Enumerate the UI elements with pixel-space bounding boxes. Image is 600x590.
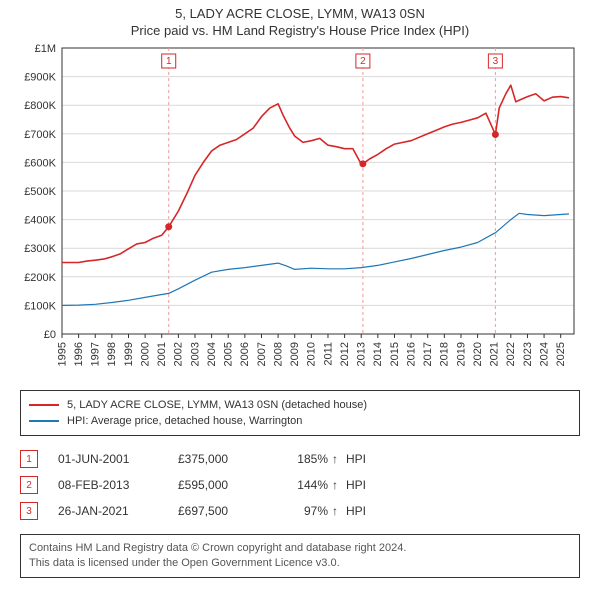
sale-note-row: 2 08-FEB-2013£595,000144% ↑HPI xyxy=(20,472,580,498)
svg-text:2015: 2015 xyxy=(389,342,401,366)
svg-text:2012: 2012 xyxy=(339,342,351,366)
attribution-line1: Contains HM Land Registry data © Crown c… xyxy=(29,541,571,556)
note-pct: 185% xyxy=(278,452,328,466)
svg-text:3: 3 xyxy=(493,56,499,67)
chart-title-sub: Price paid vs. HM Land Registry's House … xyxy=(10,23,590,38)
note-arrow-icon: ↑ xyxy=(332,504,346,518)
note-pct: 144% xyxy=(278,478,328,492)
svg-text:2022: 2022 xyxy=(505,342,517,366)
note-hpi-label: HPI xyxy=(346,478,386,492)
note-hpi-label: HPI xyxy=(346,504,386,518)
note-price: £375,000 xyxy=(178,452,278,466)
svg-text:2016: 2016 xyxy=(405,342,417,366)
svg-text:2014: 2014 xyxy=(372,342,384,366)
attribution-line2: This data is licensed under the Open Gov… xyxy=(29,556,571,571)
note-date: 26-JAN-2021 xyxy=(58,504,178,518)
attribution: Contains HM Land Registry data © Crown c… xyxy=(20,534,580,578)
svg-text:£700K: £700K xyxy=(24,129,56,141)
svg-text:2024: 2024 xyxy=(538,342,550,366)
plot-area: £0 £100K £200K £300K £400K £500K £600K £700K £80… xyxy=(20,44,580,384)
note-marker: 1 xyxy=(20,450,38,468)
note-date: 08-FEB-2013 xyxy=(58,478,178,492)
svg-text:2001: 2001 xyxy=(156,342,168,366)
svg-text:2007: 2007 xyxy=(256,342,268,366)
note-date: 01-JUN-2001 xyxy=(58,452,178,466)
legend-swatch xyxy=(29,404,59,406)
note-hpi-label: HPI xyxy=(346,452,386,466)
sale-note-row: 3 26-JAN-2021£697,50097% ↑HPI xyxy=(20,498,580,524)
svg-text:2005: 2005 xyxy=(223,342,235,366)
svg-text:2018: 2018 xyxy=(439,342,451,366)
chart-svg: £0 £100K £200K £300K £400K £500K £600K £700K £80… xyxy=(20,44,580,384)
svg-text:1: 1 xyxy=(166,56,172,67)
svg-text:£100K: £100K xyxy=(24,300,56,312)
svg-text:1995: 1995 xyxy=(56,342,68,366)
svg-text:2023: 2023 xyxy=(522,342,534,366)
note-marker: 2 xyxy=(20,476,38,494)
svg-text:2013: 2013 xyxy=(356,342,368,366)
chart-container: 5, LADY ACRE CLOSE, LYMM, WA13 0SN Price… xyxy=(0,0,600,586)
svg-text:1996: 1996 xyxy=(73,342,85,366)
note-price: £595,000 xyxy=(178,478,278,492)
legend-label: 5, LADY ACRE CLOSE, LYMM, WA13 0SN (deta… xyxy=(67,399,367,411)
legend-item: HPI: Average price, detached house, Warr… xyxy=(29,413,571,429)
svg-text:2004: 2004 xyxy=(206,342,218,366)
svg-text:2011: 2011 xyxy=(322,342,334,366)
svg-text:£0: £0 xyxy=(44,329,56,341)
svg-text:£1M: £1M xyxy=(35,44,56,55)
svg-text:1999: 1999 xyxy=(123,342,135,366)
note-arrow-icon: ↑ xyxy=(332,478,346,492)
svg-text:2009: 2009 xyxy=(289,342,301,366)
sale-notes: 101-JUN-2001£375,000185%↑HPI208-FEB-2013… xyxy=(20,446,580,524)
svg-text:2025: 2025 xyxy=(555,342,567,366)
legend-swatch xyxy=(29,420,59,422)
svg-text:2002: 2002 xyxy=(173,342,185,366)
svg-text:1997: 1997 xyxy=(90,342,102,366)
note-pct: 97% xyxy=(278,504,328,518)
svg-text:£300K: £300K xyxy=(24,243,56,255)
sale-note-row: 1 01-JUN-2001£375,000185% ↑HPI xyxy=(20,446,580,472)
svg-text:£900K: £900K xyxy=(24,72,56,84)
legend: 5, LADY ACRE CLOSE, LYMM, WA13 0SN (deta… xyxy=(20,390,580,436)
note-marker: 3 xyxy=(20,502,38,520)
svg-text:£800K: £800K xyxy=(24,100,56,112)
note-arrow-icon: ↑ xyxy=(332,452,346,466)
svg-text:£600K: £600K xyxy=(24,157,56,169)
svg-text:2000: 2000 xyxy=(139,342,151,366)
svg-text:2006: 2006 xyxy=(239,342,251,366)
svg-text:2020: 2020 xyxy=(472,342,484,366)
svg-text:2008: 2008 xyxy=(272,342,284,366)
svg-text:£500K: £500K xyxy=(24,186,56,198)
svg-text:2021: 2021 xyxy=(489,342,501,366)
svg-text:£200K: £200K xyxy=(24,272,56,284)
svg-text:2017: 2017 xyxy=(422,342,434,366)
svg-text:1998: 1998 xyxy=(106,342,118,366)
legend-label: HPI: Average price, detached house, Warr… xyxy=(67,415,302,427)
chart-titles: 5, LADY ACRE CLOSE, LYMM, WA13 0SN Price… xyxy=(10,6,590,38)
svg-text:2010: 2010 xyxy=(306,342,318,366)
svg-text:2003: 2003 xyxy=(189,342,201,366)
svg-text:2: 2 xyxy=(360,56,366,67)
svg-text:£400K: £400K xyxy=(24,215,56,227)
note-price: £697,500 xyxy=(178,504,278,518)
legend-item: 5, LADY ACRE CLOSE, LYMM, WA13 0SN (deta… xyxy=(29,397,571,413)
chart-title-main: 5, LADY ACRE CLOSE, LYMM, WA13 0SN xyxy=(10,6,590,21)
svg-text:2019: 2019 xyxy=(455,342,467,366)
